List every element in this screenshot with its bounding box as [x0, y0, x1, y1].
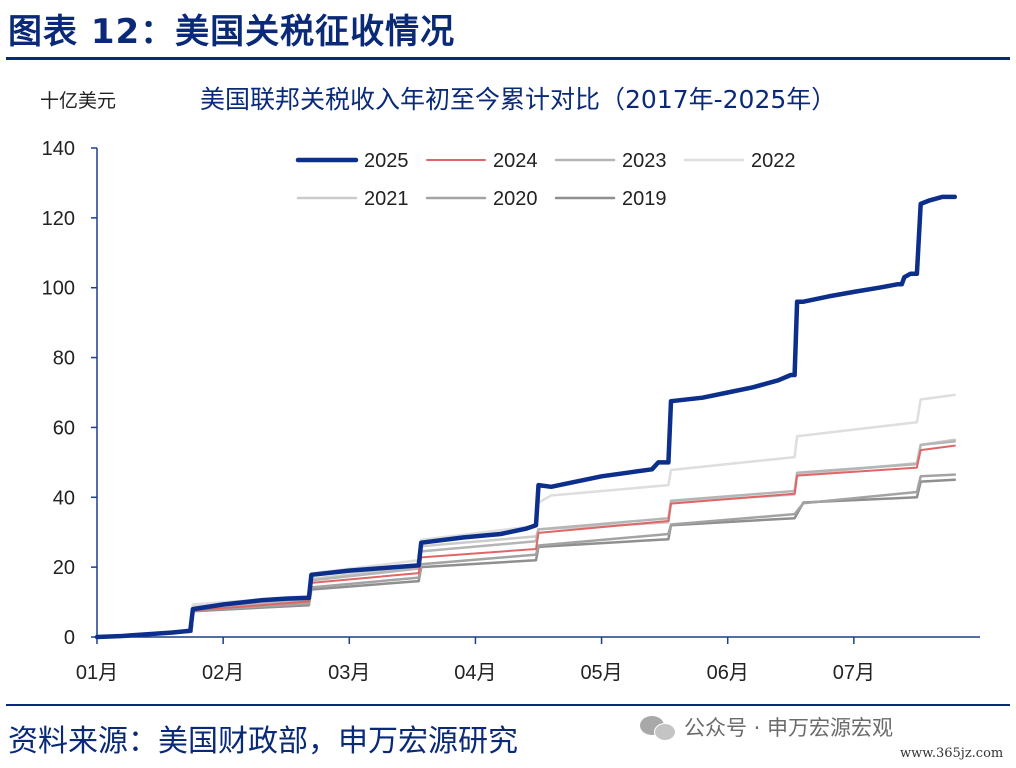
- title-rule: [6, 57, 1010, 60]
- y-tick-label: 140: [42, 138, 75, 160]
- x-tick-label: 04月: [454, 662, 496, 684]
- source-rule: [6, 704, 1010, 706]
- site-watermark: www.365jz.com: [900, 746, 1004, 761]
- legend-label-2020: 2020: [493, 188, 538, 210]
- y-tick-label: 80: [53, 348, 75, 370]
- legend-label-2021: 2021: [364, 188, 409, 210]
- y-tick-label: 120: [42, 208, 75, 230]
- y-tick-label: 100: [42, 278, 75, 300]
- series-line-2022: [95, 393, 957, 639]
- wechat-icon: [640, 714, 678, 741]
- x-tick-label: 01月: [76, 662, 118, 684]
- y-tick-label: 60: [53, 417, 75, 439]
- y-tick-label: 40: [53, 487, 75, 509]
- y-tick-label: 0: [64, 627, 75, 649]
- series-line-2020: [95, 473, 957, 639]
- x-tick-label: 06月: [707, 662, 749, 684]
- legend-label-2023: 2023: [622, 150, 667, 172]
- chart-title: 美国联邦关税收入年初至今累计对比（2017年-2025年）: [200, 85, 837, 114]
- series-line-2019: [95, 478, 957, 639]
- y-tick-label: 20: [53, 557, 75, 579]
- wechat-account-label: 公众号 · 申万宏源宏观: [684, 716, 894, 740]
- x-tick-label: 03月: [328, 662, 370, 684]
- legend-label-2019: 2019: [622, 188, 667, 210]
- legend-label-2022: 2022: [751, 150, 796, 172]
- legend-label-2024: 2024: [493, 150, 538, 172]
- wechat-account-tag: 公众号 · 申万宏源宏观: [640, 712, 893, 742]
- y-axis-unit-label: 十亿美元: [40, 90, 117, 112]
- series-line-2025: [94, 194, 958, 640]
- x-tick-label: 07月: [833, 662, 875, 684]
- legend-label-2025: 2025: [364, 150, 409, 172]
- figure-title: 图表 12：美国关税征收情况: [8, 12, 456, 52]
- x-tick-label: 05月: [580, 662, 622, 684]
- x-tick-label: 02月: [202, 662, 244, 684]
- source-note: 资料来源：美国财政部，申万宏源研究: [8, 724, 518, 759]
